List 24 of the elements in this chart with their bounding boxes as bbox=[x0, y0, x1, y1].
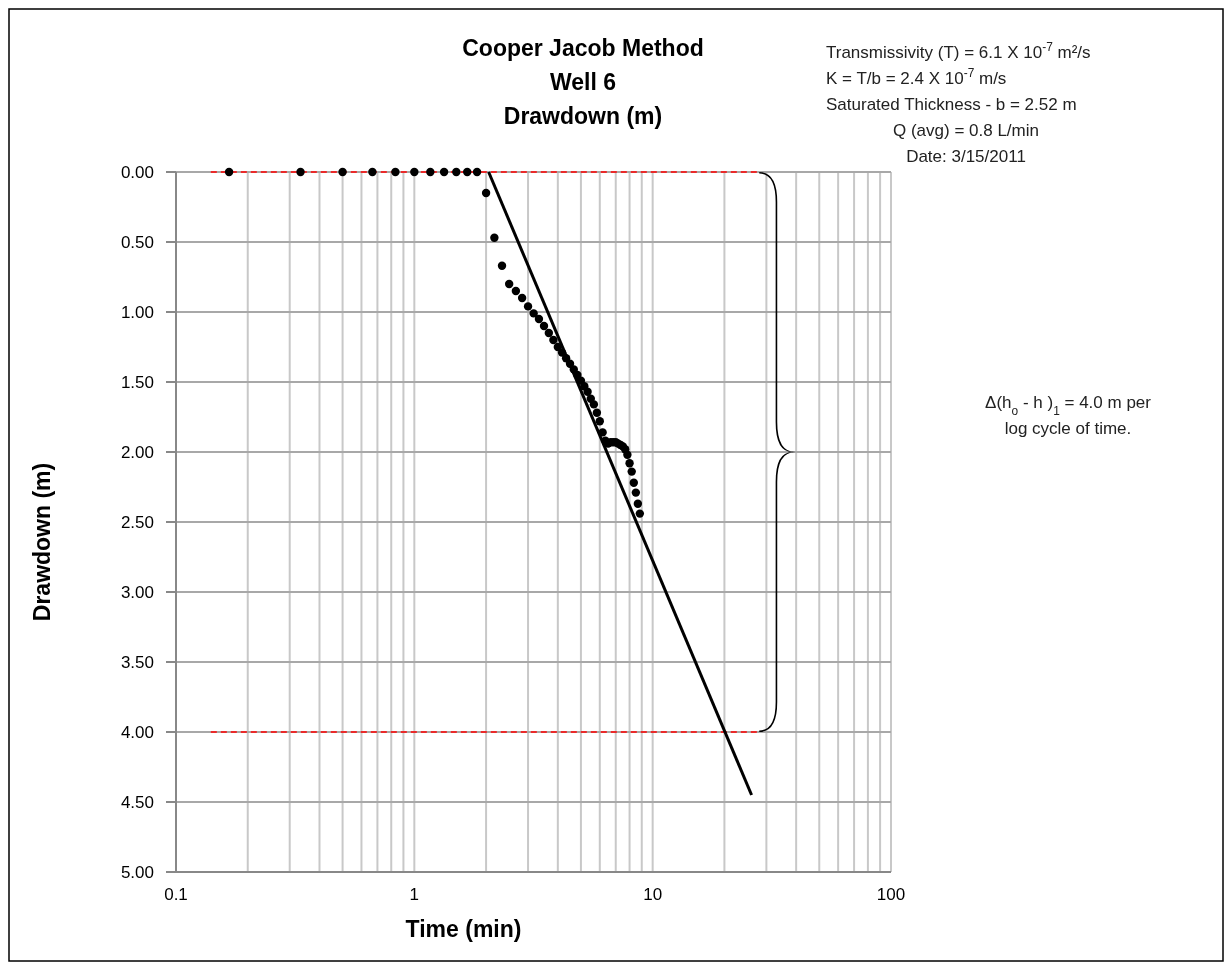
y-tick-label: 2.00 bbox=[120, 443, 154, 462]
x-tick-label: 0.1 bbox=[164, 885, 188, 904]
y-tick-label: 2.50 bbox=[120, 513, 154, 532]
y-tick-label: 1.50 bbox=[120, 373, 154, 392]
x-tick-label: 10 bbox=[643, 885, 663, 904]
y-tick-label: 1.00 bbox=[120, 303, 154, 322]
y-tick-label: 3.50 bbox=[120, 653, 154, 672]
text: Δ(h$_{o}$ - h )$_{1}$ = 4.0 m per log cycle of time. bbox=[985, 393, 1152, 438]
y-tick-label: 0.00 bbox=[120, 163, 154, 182]
x-tick-label: 100 bbox=[876, 885, 906, 904]
x-axis-title: Time (min) bbox=[405, 916, 522, 942]
y-tick-label: 4.50 bbox=[120, 793, 154, 812]
text: K = T/b = 2.4 X 10$^{-7}$ m/s bbox=[826, 66, 1007, 88]
y-tick-label: 3.00 bbox=[120, 583, 154, 602]
y-axis-title: Drawdown (m) bbox=[29, 462, 55, 622]
y-tick-label: 5.00 bbox=[120, 863, 154, 882]
text: Q (avg) = 0.8 L/min bbox=[893, 121, 1039, 140]
chart-title: Cooper Jacob Method Well 6 Drawdown (m) bbox=[462, 35, 704, 129]
text: Transmissivity (T) = 6.1 X 10$^{-7}$ m²/s bbox=[826, 40, 1091, 62]
text: Saturated Thickness - b = 2.52 m bbox=[826, 95, 1077, 114]
x-tick-label: 1 bbox=[409, 885, 420, 904]
y-tick-label: 4.00 bbox=[120, 723, 154, 742]
text: Date: 3/15/2011 bbox=[906, 147, 1026, 166]
y-tick-label: 0.50 bbox=[120, 233, 154, 252]
